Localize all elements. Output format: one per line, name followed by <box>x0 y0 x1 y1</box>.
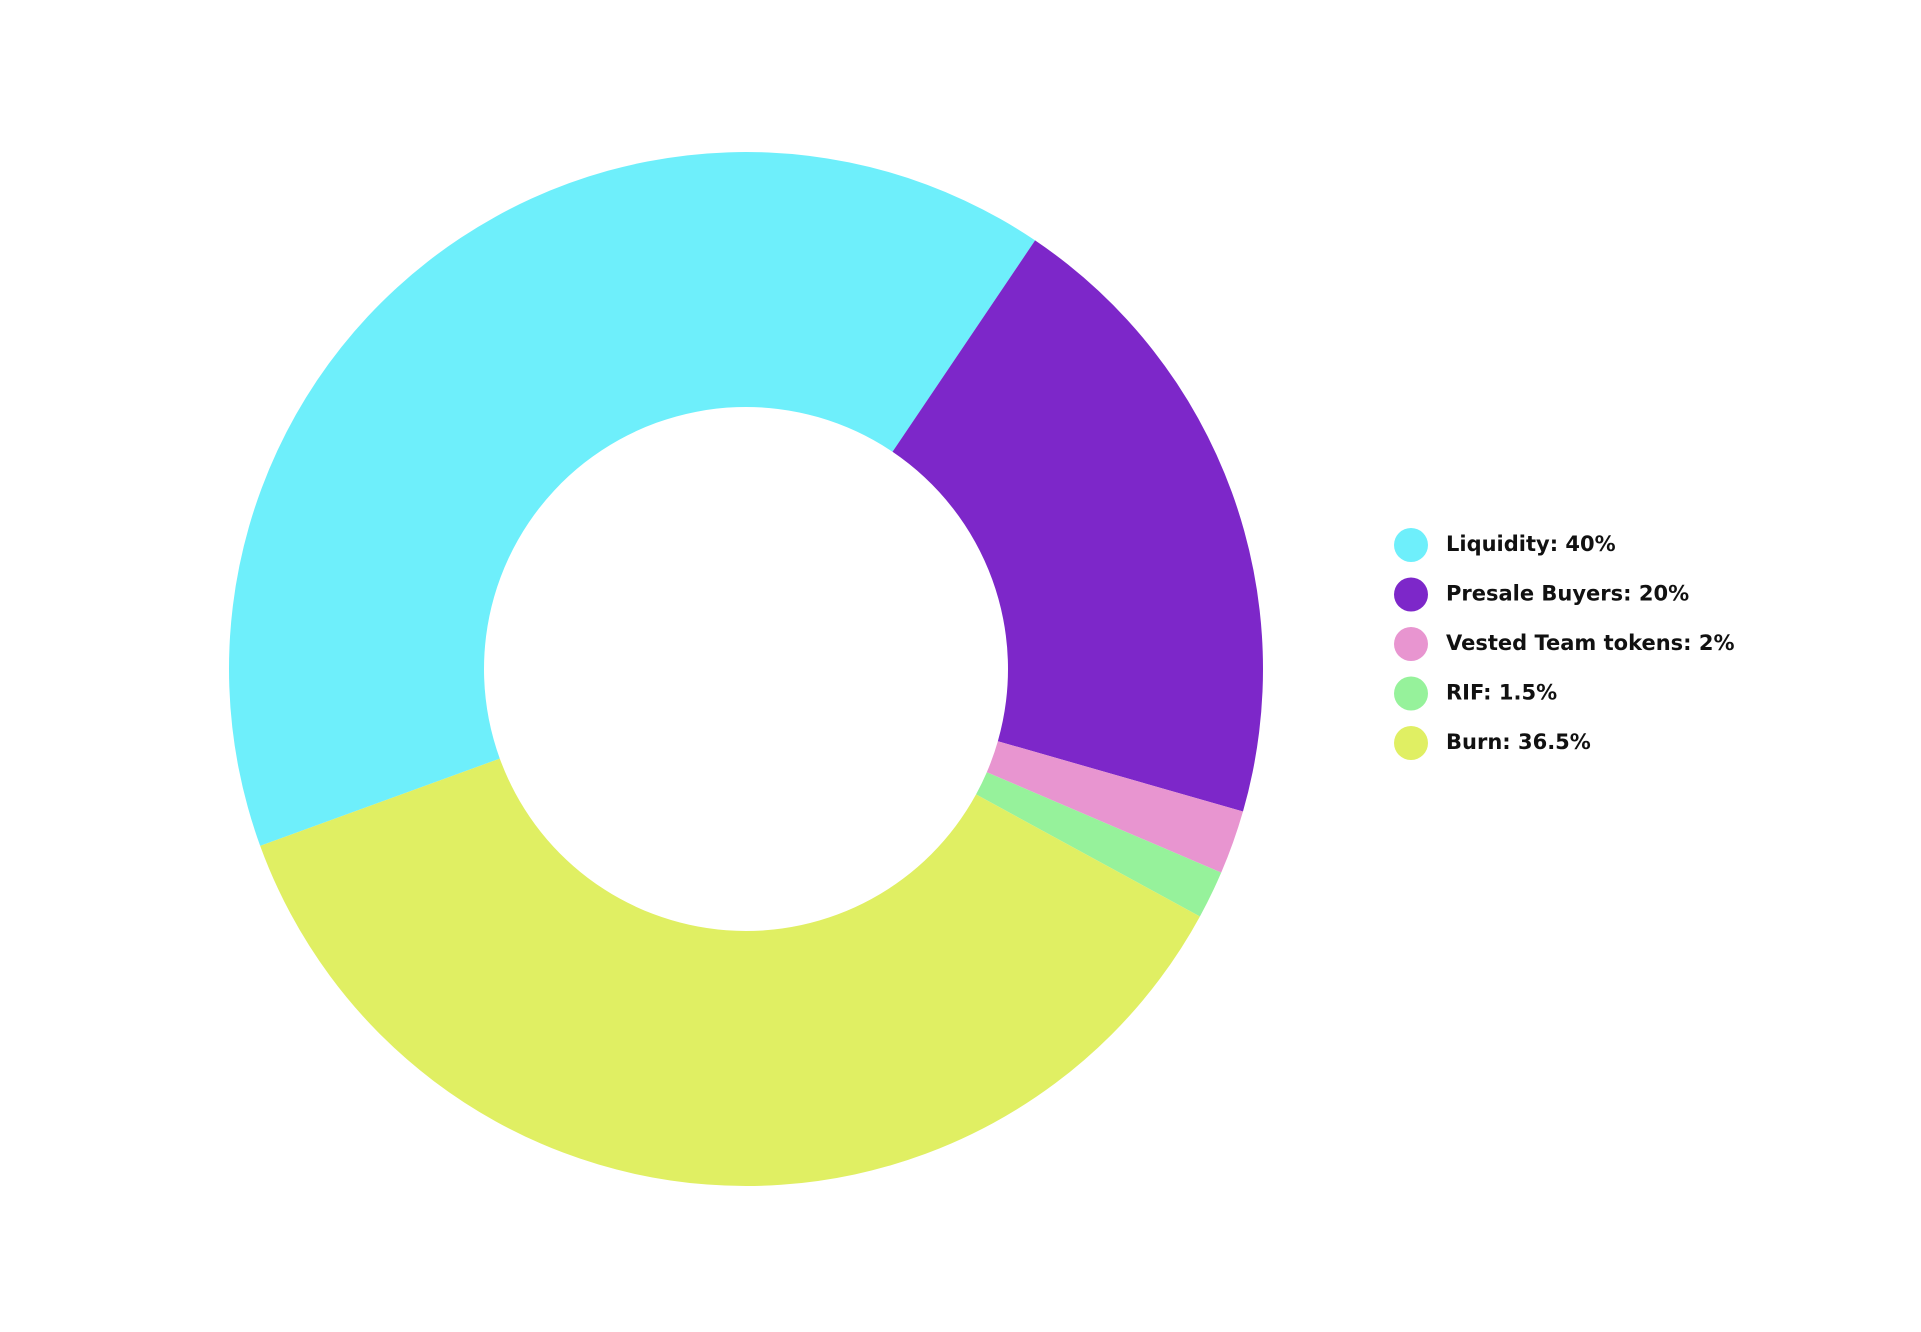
legend-marker <box>1394 577 1428 612</box>
legend-marker <box>1394 726 1428 760</box>
legend-label: Burn: 36.5% <box>1446 730 1591 754</box>
legend-label: Liquidity: 40% <box>1446 532 1616 556</box>
slice <box>229 151 1036 846</box>
legend-marker <box>1394 528 1428 562</box>
legend-marker <box>1394 627 1428 661</box>
slice <box>976 772 1222 917</box>
legend-label: Presale Buyers: 20% <box>1446 582 1689 606</box>
slice <box>260 758 1200 1186</box>
legend-label: Vested Team tokens: 2% <box>1446 631 1735 655</box>
legend-marker <box>1394 676 1428 711</box>
slice <box>892 240 1263 812</box>
slice <box>986 741 1243 873</box>
legend-label: RIF: 1.5% <box>1446 681 1557 705</box>
